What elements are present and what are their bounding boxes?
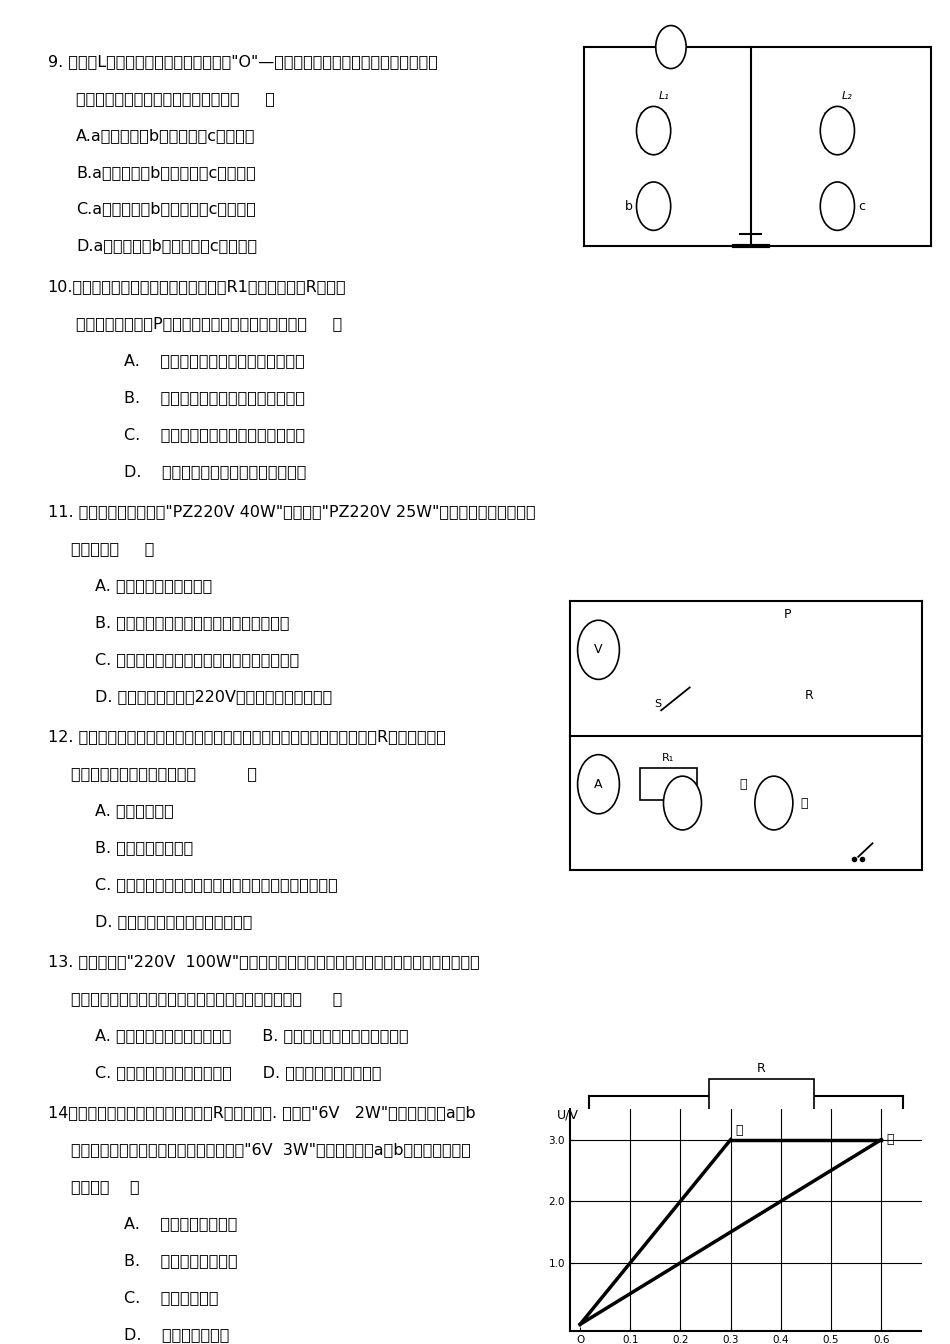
Circle shape <box>820 106 854 155</box>
Text: 甲: 甲 <box>740 778 747 790</box>
Text: B.    电压表示数变小，电流表示数变小: B. 电压表示数变小，电流表示数变小 <box>124 390 305 405</box>
Text: U/V: U/V <box>557 1107 579 1121</box>
Bar <box>709 1078 813 1113</box>
Text: D.    电压表和电流表的示数的比值不变: D. 电压表和电流表的示数的比值不变 <box>124 464 306 478</box>
Circle shape <box>578 754 619 813</box>
Text: R: R <box>805 689 813 702</box>
Circle shape <box>663 775 701 829</box>
Circle shape <box>636 181 671 230</box>
Text: S: S <box>655 699 661 708</box>
Text: A. 三个电器产生的热量一样多      B. 电流通过三个电器做功一样多: A. 三个电器产生的热量一样多 B. 电流通过三个电器做功一样多 <box>95 1028 408 1043</box>
Text: C. 相同时间内，乙灯消耗的电能远大于甲灯消耗的电能: C. 相同时间内，乙灯消耗的电能远大于甲灯消耗的电能 <box>95 876 338 892</box>
Text: 则乙灯不发光的原因可能是（          ）: 则乙灯不发光的原因可能是（ ） <box>71 766 257 781</box>
Text: C. 两灯都正常发光时，甲灯电阻小于乙灯电阻: C. 两灯都正常发光时，甲灯电阻小于乙灯电阻 <box>95 652 299 667</box>
Text: B.    比正常发光时亮些: B. 比正常发光时亮些 <box>124 1253 238 1269</box>
Circle shape <box>578 620 619 679</box>
Text: C.    电压表示数变大，电流表示数变小: C. 电压表示数变大，电流表示数变小 <box>124 426 305 442</box>
Text: A. 甲灯灯丝比乙灯灯丝细: A. 甲灯灯丝比乙灯灯丝细 <box>95 578 212 593</box>
Text: 14、如图所示电路，电源电压不变，R是定值电阻. 将一个"6V   2W"的小灯泡接在a、b: 14、如图所示电路，电源电压不变，R是定值电阻. 将一个"6V 2W"的小灯泡接… <box>48 1105 475 1121</box>
Text: L₂: L₂ <box>842 91 853 101</box>
Text: 小灯泡（    ）: 小灯泡（ ） <box>71 1179 140 1195</box>
Text: D. 通过乙灯的电流小于甲灯的电流: D. 通过乙灯的电流小于甲灯的电流 <box>95 914 253 929</box>
Text: 11. 两盏白炽灯，甲标有"PZ220V 40W"，乙标有"PZ220V 25W"，关于它们，下列说法: 11. 两盏白炽灯，甲标有"PZ220V 40W"，乙标有"PZ220V 25W… <box>48 504 535 519</box>
Text: a: a <box>800 1254 808 1267</box>
Text: D.    灯丝将会被烧坏: D. 灯丝将会被烧坏 <box>124 1327 229 1343</box>
Text: C.a为电流表，b为电流表，c为电压表: C.a为电流表，b为电流表，c为电压表 <box>76 202 256 216</box>
Text: A: A <box>595 778 602 790</box>
Text: 10.如右图所示电路中，电源电压不变，R1为定值电阻，R为滑动: 10.如右图所示电路中，电源电压不变，R1为定值电阻，R为滑动 <box>48 278 346 294</box>
Text: A.a为电流表，b为电压表，c为电流表: A.a为电流表，b为电压表，c为电流表 <box>76 128 256 142</box>
Text: 甲: 甲 <box>886 1133 894 1146</box>
Text: 滑动变阻器的滑片P向左移动时，下列判断正确的是（     ）: 滑动变阻器的滑片P向左移动时，下列判断正确的是（ ） <box>76 316 342 331</box>
Text: A.    电压表示数变小，电流表示数变大: A. 电压表示数变小，电流表示数变大 <box>124 352 304 368</box>
Text: 乙: 乙 <box>735 1124 743 1137</box>
Text: 乙: 乙 <box>801 797 808 809</box>
Text: 12. 如右图所示，将甲、乙两灯串联在电路中，闭合开关，发现甲灯发亮，R乙灯不发光，: 12. 如右图所示，将甲、乙两灯串联在电路中，闭合开关，发现甲灯发亮，R乙灯不发… <box>48 728 446 745</box>
Circle shape <box>656 26 686 69</box>
Circle shape <box>636 106 671 155</box>
Text: B.a为电压表，b为电压表，c为电流表: B.a为电压表，b为电压表，c为电流表 <box>76 164 256 180</box>
Text: B. 两灯都正常发光时，甲灯消耗的电能较多: B. 两灯都正常发光时，甲灯消耗的电能较多 <box>95 614 290 630</box>
Circle shape <box>820 181 854 230</box>
Text: B. 乙灯的实际功率小: B. 乙灯的实际功率小 <box>95 840 193 855</box>
Text: P: P <box>784 609 791 621</box>
Text: S: S <box>681 1251 689 1262</box>
Text: 的电流、电压，以下说法中正确的是（     ）: 的电流、电压，以下说法中正确的是（ ） <box>76 91 275 106</box>
Text: D.a为电流表，b为电流表，c为电流表: D.a为电流表，b为电流表，c为电流表 <box>76 239 257 254</box>
Text: 13. 将规格都是"220V  100W"的一台电风扇、一台电视机和一把电烙铁分别接入家庭电: 13. 将规格都是"220V 100W"的一台电风扇、一台电视机和一把电烙铁分别… <box>48 954 479 969</box>
Text: R₁: R₁ <box>662 753 674 762</box>
Text: 路中，通电时间相同，下列有关说法中，错误的是：（      ）: 路中，通电时间相同，下列有关说法中，错误的是：（ ） <box>71 991 343 1007</box>
Circle shape <box>755 775 793 829</box>
Text: V: V <box>595 644 602 656</box>
Text: b: b <box>625 200 633 212</box>
Text: R: R <box>757 1062 766 1074</box>
Text: 9. 如图，L是灯泡，且两灯均正常发光，"O"—处可以连接电流表、电压表测量电路中: 9. 如图，L是灯泡，且两灯均正常发光，"O"—处可以连接电流表、电压表测量电路… <box>48 54 437 69</box>
Text: c: c <box>858 200 865 212</box>
Text: 两点间，小灯泡恰能正常发光；若换一个"6V  3W"的小灯泡接在a、b两点间，则这个: 两点间，小灯泡恰能正常发光；若换一个"6V 3W"的小灯泡接在a、b两点间，则这… <box>71 1142 471 1157</box>
Text: A. 乙灯灯丝断了: A. 乙灯灯丝断了 <box>95 802 174 818</box>
Text: 正确的是（     ）: 正确的是（ ） <box>71 540 155 556</box>
Text: D. 两灯串联后，接在220V电路中，甲灯比乙灯亮: D. 两灯串联后，接在220V电路中，甲灯比乙灯亮 <box>95 688 332 704</box>
Bar <box>640 767 697 800</box>
Text: L₁: L₁ <box>658 91 669 101</box>
Text: b: b <box>903 1254 911 1267</box>
Text: A.    比正常发光时暗些: A. 比正常发光时暗些 <box>124 1216 237 1231</box>
Text: C.    恰能正常发光: C. 恰能正常发光 <box>124 1290 218 1305</box>
Text: C. 三个电器消耗的电能一样多      D. 电烙铁产生的热量最多: C. 三个电器消耗的电能一样多 D. 电烙铁产生的热量最多 <box>95 1064 382 1081</box>
Text: a: a <box>667 30 674 43</box>
